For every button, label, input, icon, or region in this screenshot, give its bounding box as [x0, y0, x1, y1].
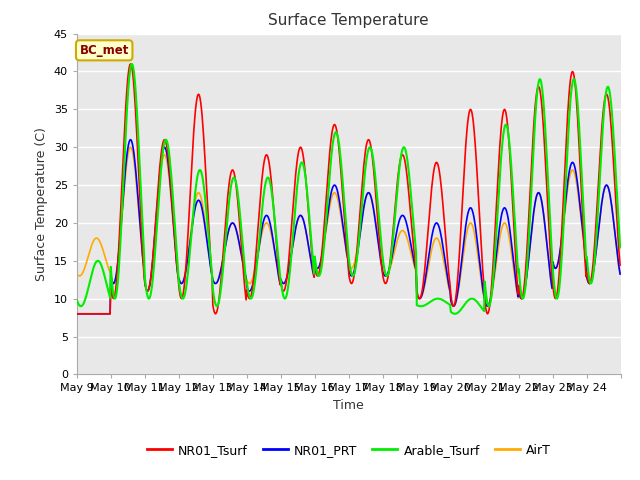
Text: BC_met: BC_met [79, 44, 129, 57]
Legend: NR01_Tsurf, NR01_PRT, Arable_Tsurf, AirT: NR01_Tsurf, NR01_PRT, Arable_Tsurf, AirT [141, 439, 556, 462]
Y-axis label: Surface Temperature (C): Surface Temperature (C) [35, 127, 48, 281]
Title: Surface Temperature: Surface Temperature [269, 13, 429, 28]
X-axis label: Time: Time [333, 399, 364, 412]
